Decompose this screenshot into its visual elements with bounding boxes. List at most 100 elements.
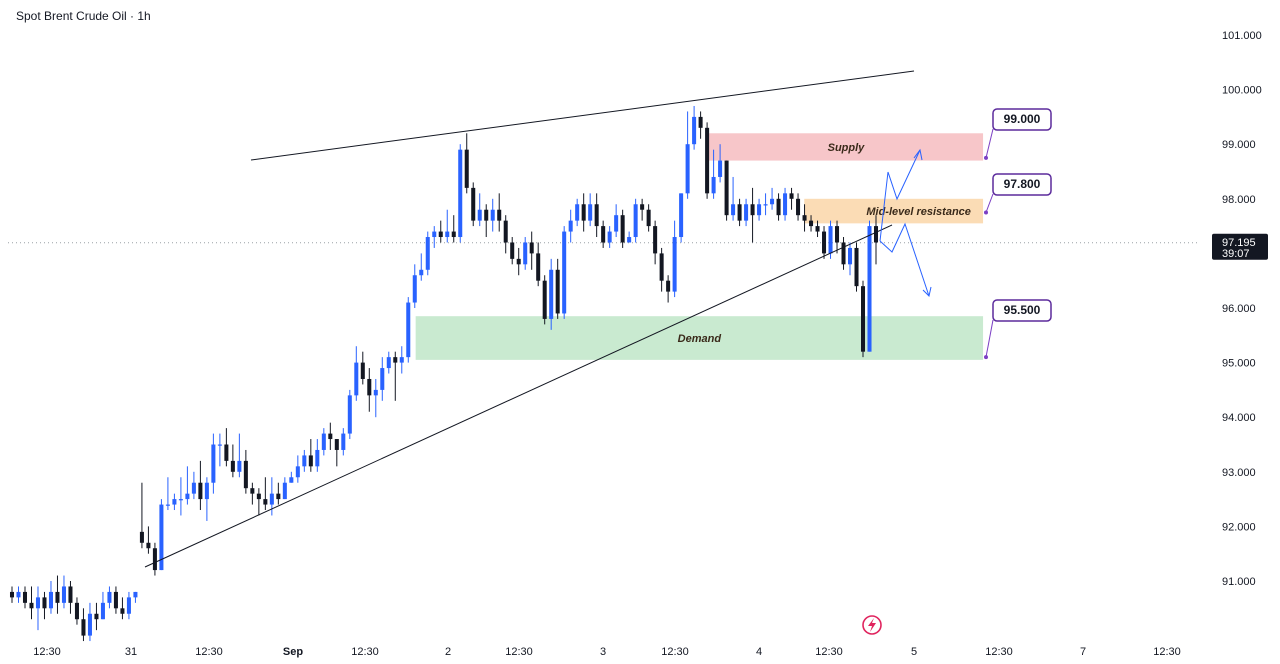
x-tick-14: 12:30 bbox=[1153, 646, 1181, 658]
candle-0 bbox=[9, 586, 15, 603]
candle-6 bbox=[48, 581, 53, 614]
candle-125 bbox=[822, 226, 827, 259]
candle-20 bbox=[139, 482, 144, 549]
candle-27 bbox=[185, 466, 190, 505]
candle-117 bbox=[770, 187, 775, 210]
candle-28 bbox=[191, 471, 196, 500]
candle-86 bbox=[568, 209, 573, 243]
candle-79 bbox=[523, 237, 528, 270]
price-axis[interactable]: 101.000100.00099.00098.00097.00096.00095… bbox=[1212, 30, 1268, 588]
candle-66 bbox=[438, 220, 443, 243]
candles-layer bbox=[9, 105, 879, 642]
candle-32 bbox=[217, 433, 222, 467]
candle-72 bbox=[477, 193, 482, 227]
callouts-layer: 99.000 97.800 95.500 bbox=[984, 108, 1052, 360]
x-tick-4: 12:30 bbox=[351, 646, 379, 658]
candle-29 bbox=[198, 460, 203, 511]
x-tick-6: 12:30 bbox=[505, 646, 533, 658]
x-tick-5: 2 bbox=[445, 646, 451, 658]
candle-34 bbox=[230, 444, 235, 478]
candle-46 bbox=[308, 439, 313, 472]
candle-54 bbox=[360, 351, 365, 385]
zones-layer: Supply Mid-level resistance Demand bbox=[415, 133, 984, 360]
candle-101 bbox=[666, 275, 671, 303]
candle-25 bbox=[172, 493, 177, 511]
candle-33 bbox=[224, 428, 229, 467]
candle-97 bbox=[640, 198, 645, 221]
candle-68 bbox=[451, 215, 456, 243]
candle-95 bbox=[627, 231, 632, 243]
x-tick-10: 12:30 bbox=[815, 646, 843, 658]
candle-104 bbox=[685, 111, 690, 199]
candle-87 bbox=[575, 198, 580, 227]
candle-92 bbox=[607, 226, 612, 248]
candle-60 bbox=[399, 346, 404, 374]
candle-24 bbox=[165, 477, 170, 511]
candle-59 bbox=[393, 351, 398, 401]
candle-58 bbox=[386, 351, 391, 374]
candle-69 bbox=[458, 144, 463, 243]
callout-0[interactable]: 99.000 bbox=[984, 108, 1052, 160]
zone-0[interactable] bbox=[708, 133, 984, 161]
candle-57 bbox=[380, 357, 385, 401]
projection-up-path bbox=[879, 149, 921, 242]
candle-52 bbox=[347, 389, 352, 440]
candle-63 bbox=[419, 253, 424, 281]
x-tick-7: 3 bbox=[600, 646, 606, 658]
callout-label-2: 95.500 bbox=[1004, 303, 1041, 317]
x-tick-12: 12:30 bbox=[985, 646, 1013, 658]
projection-up-arrowhead bbox=[913, 148, 923, 161]
candle-103 bbox=[679, 193, 684, 243]
x-tick-1: 31 bbox=[125, 646, 137, 658]
callout-1[interactable]: 97.800 bbox=[984, 173, 1052, 215]
candle-76 bbox=[503, 215, 508, 254]
candle-44 bbox=[295, 455, 300, 483]
candle-105 bbox=[692, 105, 697, 150]
candle-127 bbox=[835, 220, 840, 254]
x-tick-3: Sep bbox=[283, 646, 303, 658]
candle-70 bbox=[464, 133, 469, 194]
upper-trendline[interactable] bbox=[250, 70, 915, 161]
y-tick-9: 92.000 bbox=[1222, 521, 1256, 533]
x-tick-2: 12:30 bbox=[195, 646, 223, 658]
candle-111 bbox=[731, 176, 736, 221]
time-axis[interactable]: 12:30 31 12:30 Sep 12:30 2 12:30 3 12:30 4 12:30 5 1… bbox=[33, 646, 1181, 658]
x-tick-9: 4 bbox=[756, 646, 762, 658]
candle-102 bbox=[672, 220, 677, 298]
candle-113 bbox=[744, 198, 749, 227]
zone-1[interactable] bbox=[804, 198, 984, 224]
zone-2[interactable] bbox=[415, 316, 984, 360]
candle-41 bbox=[276, 482, 281, 505]
candle-26 bbox=[178, 477, 183, 516]
candle-62 bbox=[412, 264, 417, 308]
candle-71 bbox=[471, 182, 476, 227]
candle-11 bbox=[81, 608, 86, 642]
x-tick-13: 7 bbox=[1080, 646, 1086, 658]
candle-83 bbox=[549, 258, 554, 330]
candle-109 bbox=[718, 144, 723, 183]
candle-7 bbox=[55, 575, 60, 614]
candle-37 bbox=[250, 482, 255, 505]
lightning-icon[interactable] bbox=[862, 615, 882, 635]
candle-132 bbox=[867, 220, 872, 352]
candle-84 bbox=[555, 258, 560, 319]
y-tick-5: 96.000 bbox=[1222, 303, 1256, 315]
candle-13 bbox=[94, 602, 99, 631]
candle-130 bbox=[854, 242, 859, 292]
candle-121 bbox=[796, 193, 801, 221]
x-tick-8: 12:30 bbox=[661, 646, 689, 658]
candle-22 bbox=[152, 542, 157, 576]
callout-2[interactable]: 95.500 bbox=[984, 299, 1052, 360]
projection-arrows bbox=[879, 148, 932, 297]
candle-122 bbox=[802, 204, 807, 232]
candle-93 bbox=[614, 204, 619, 238]
candle-126 bbox=[828, 220, 833, 259]
lower-trendline[interactable] bbox=[144, 224, 893, 568]
y-tick-7: 94.000 bbox=[1222, 412, 1256, 424]
candle-115 bbox=[757, 198, 762, 221]
candle-90 bbox=[594, 193, 599, 238]
candle-39 bbox=[263, 477, 268, 511]
candle-133 bbox=[873, 215, 879, 265]
